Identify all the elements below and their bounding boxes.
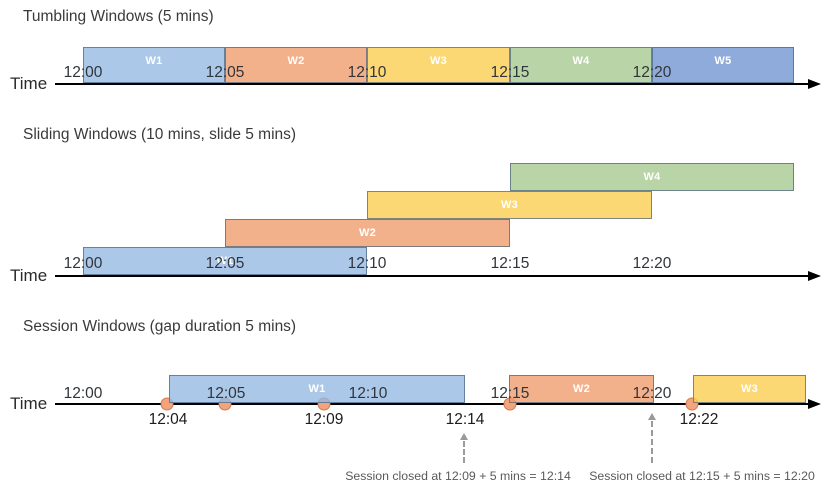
sliding-window-w4: W4 [510, 163, 794, 191]
window-label: W3 [500, 199, 519, 211]
session-closed-annotation-2: Session closed at 12:15 + 5 mins = 12:20 [589, 469, 815, 483]
axis-arrow-icon [808, 271, 821, 281]
tumbling-window-w3: W3 [367, 47, 510, 83]
window-label: W5 [714, 55, 732, 67]
tumbling-window-w4: W4 [510, 47, 652, 83]
time-axis [55, 83, 810, 85]
tick-label: 12:00 [63, 385, 103, 402]
tumbling-window-w2: W2 [225, 47, 367, 83]
axis-arrow-icon [808, 79, 821, 89]
axis-arrow-icon [808, 399, 821, 409]
dashed-arrow-up-icon [460, 433, 468, 440]
window-label: W2 [358, 227, 377, 239]
tumbling-window-w5: W5 [652, 47, 794, 83]
session-window-w1: W1 [169, 375, 465, 403]
tick-label: 12:10 [348, 385, 388, 402]
event-time-label: 12:09 [304, 411, 344, 428]
tick-label: 12:05 [205, 64, 245, 81]
window-label: W4 [572, 55, 590, 67]
time-axis [55, 403, 810, 405]
session-window-w3: W3 [693, 375, 806, 403]
tick-label: 12:00 [63, 64, 103, 81]
window-label: W3 [429, 55, 448, 67]
tick-label: 12:10 [347, 255, 387, 272]
tick-label: 12:10 [347, 64, 387, 81]
tick-label: 12:20 [632, 64, 672, 81]
time-axis-label: Time [10, 266, 48, 285]
window-label: W1 [308, 383, 326, 395]
tumbling-title: Tumbling Windows (5 mins) [23, 8, 214, 25]
sliding-window-w1: W1 [83, 247, 367, 275]
time-axis-label: Time [10, 74, 48, 93]
tick-label: 12:15 [490, 255, 530, 272]
tick-label: 12:05 [205, 255, 245, 272]
event-time-label: 12:22 [679, 411, 719, 428]
window-label: W1 [216, 255, 234, 267]
tick-label: 12:20 [632, 255, 672, 272]
sliding-window-w2: W2 [225, 219, 510, 247]
dashed-arrow-up-icon [648, 413, 656, 420]
session-title: Session Windows (gap duration 5 mins) [23, 318, 297, 335]
window-label: W1 [145, 55, 163, 67]
tick-label: 12:15 [490, 385, 530, 402]
event-time-label: 12:14 [445, 411, 485, 428]
tumbling-window-w1: W1 [83, 47, 225, 83]
tick-label: 12:20 [632, 385, 672, 402]
session-closed-annotation-1: Session closed at 12:09 + 5 mins = 12:14 [345, 469, 571, 483]
sliding-window-w3: W3 [367, 191, 652, 219]
session-window-w2: W2 [509, 375, 654, 403]
window-label: W4 [643, 171, 661, 183]
window-label: W2 [572, 383, 591, 395]
tick-label: 12:00 [63, 255, 103, 272]
tick-label: 12:05 [206, 385, 246, 402]
time-axis [55, 275, 810, 277]
event-time-label: 12:04 [148, 411, 188, 428]
dashed-arrow-line [651, 421, 653, 463]
tick-label: 12:15 [490, 64, 530, 81]
window-label: W3 [740, 383, 759, 395]
dashed-arrow-line [463, 441, 465, 463]
window-label: W2 [287, 55, 305, 67]
sliding-title: Sliding Windows (10 mins, slide 5 mins) [23, 126, 297, 143]
time-axis-label: Time [10, 394, 48, 413]
